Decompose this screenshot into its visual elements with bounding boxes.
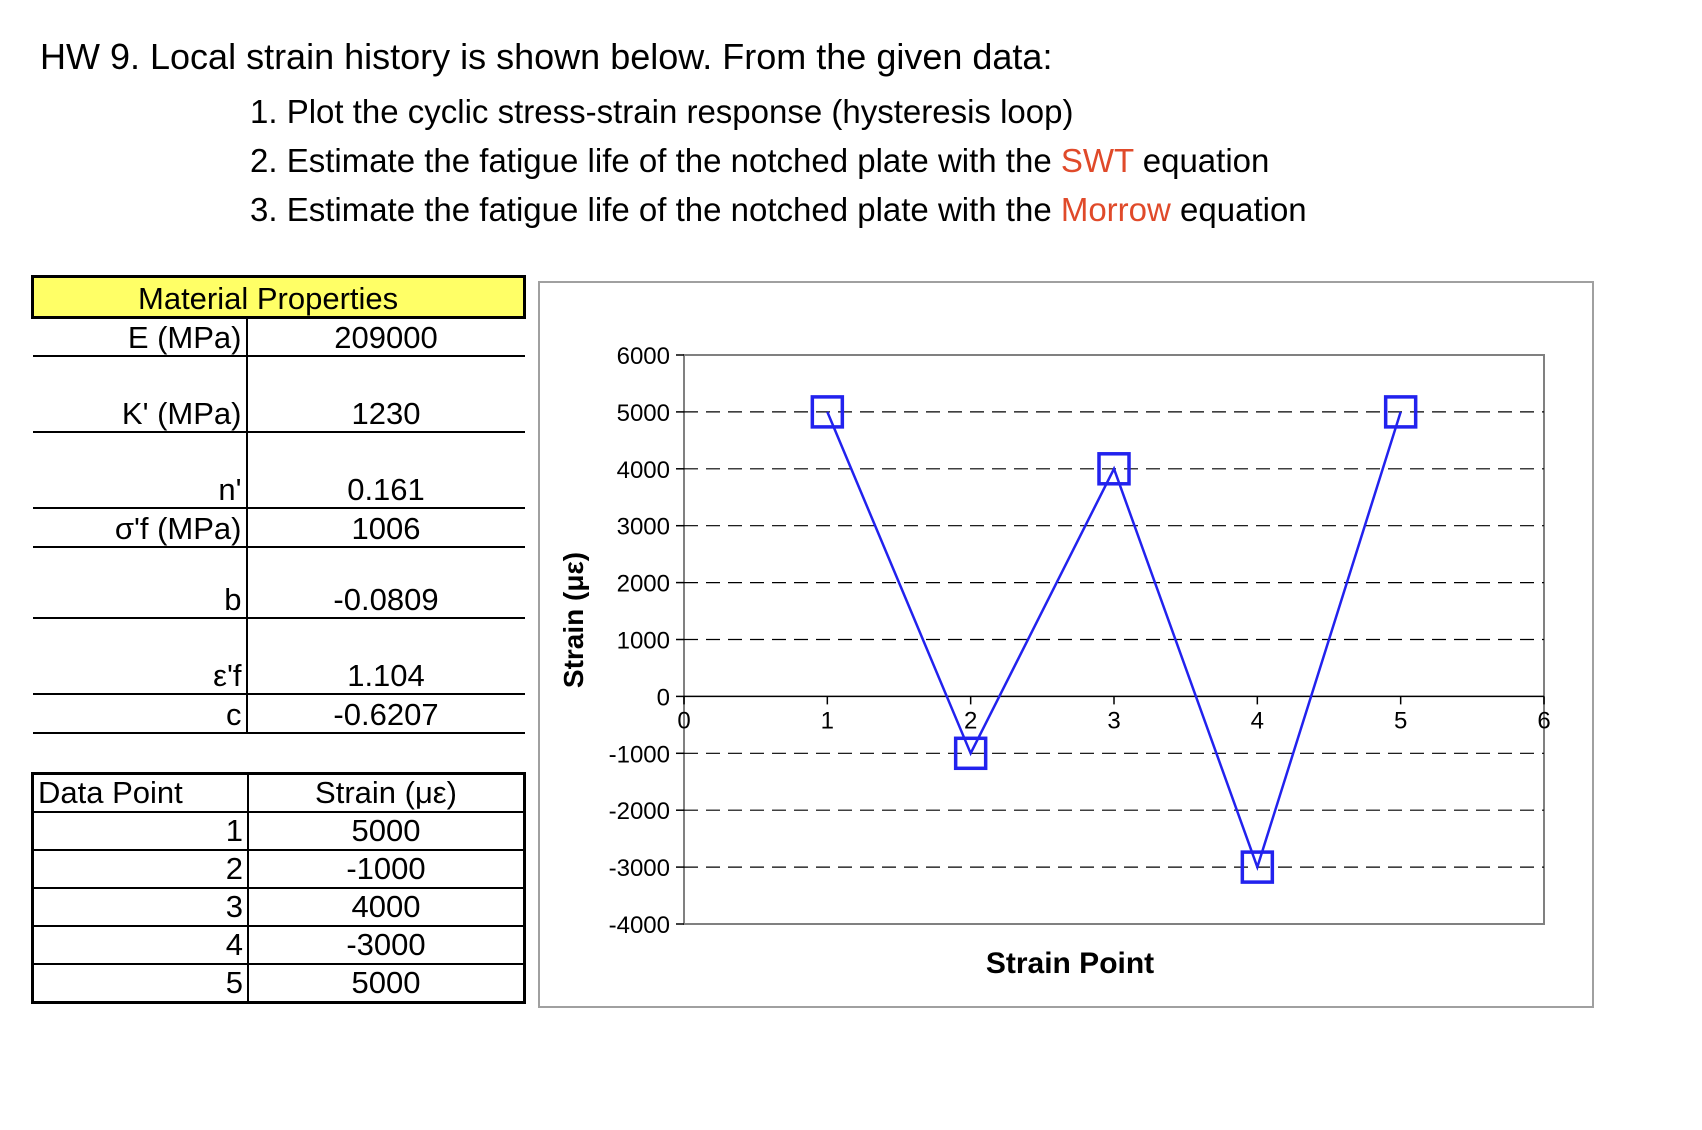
task-3-highlight: Morrow bbox=[1060, 191, 1171, 228]
series-line bbox=[826, 411, 1402, 872]
col-header-strain: Strain (με) bbox=[247, 772, 526, 813]
strain-series bbox=[810, 395, 1418, 884]
data-point-cell: 4 bbox=[31, 925, 249, 965]
task-2-text: 2. Estimate the fatigue life of the notc… bbox=[250, 142, 1061, 179]
y-tick-label: 2000 bbox=[617, 571, 670, 598]
prop-label-sigma-f: σ'f (MPa) bbox=[32, 507, 248, 548]
data-point-marker bbox=[953, 736, 988, 771]
data-point-cell: 1 bbox=[31, 811, 249, 851]
y-tick-label: 6000 bbox=[617, 343, 670, 370]
task-2-suffix: equation bbox=[1133, 142, 1270, 179]
x-tick-label: 4 bbox=[1251, 707, 1264, 734]
task-3: 3. Estimate the fatigue life of the notc… bbox=[250, 191, 1307, 229]
x-axis-label: Strain Point bbox=[986, 947, 1154, 980]
col-header-data-point: Data Point bbox=[31, 772, 249, 813]
x-tick-label: 1 bbox=[821, 707, 834, 734]
data-point-marker bbox=[1383, 395, 1418, 429]
data-point-cell: 3 bbox=[31, 887, 249, 927]
prop-label-k: K' (MPa) bbox=[32, 355, 248, 433]
strain-cell: 5000 bbox=[247, 963, 526, 1004]
grid-lines bbox=[676, 354, 1545, 925]
task-3-suffix: equation bbox=[1170, 191, 1307, 228]
prop-value-b: -0.0809 bbox=[246, 546, 525, 619]
prop-value-k: 1230 bbox=[246, 355, 525, 433]
strain-cell: -3000 bbox=[247, 925, 526, 965]
y-tick-label: 3000 bbox=[617, 514, 670, 541]
prop-label-b: b bbox=[32, 546, 248, 619]
x-tick-label: 0 bbox=[677, 707, 690, 734]
data-point-cell: 2 bbox=[31, 849, 249, 889]
homework-title: HW 9. Local strain history is shown belo… bbox=[40, 36, 1053, 77]
prop-label-n: n' bbox=[32, 431, 248, 509]
strain-cell: 5000 bbox=[247, 811, 526, 851]
prop-value-sigma-f: 1006 bbox=[246, 507, 525, 548]
y-tick-label: 1000 bbox=[617, 628, 670, 655]
data-point-cell: 5 bbox=[31, 963, 249, 1004]
prop-label-c: c bbox=[32, 693, 248, 734]
y-tick-label: -3000 bbox=[609, 855, 670, 882]
prop-value-e: 209000 bbox=[246, 317, 525, 357]
strain-history-chart: 6000 5000 4000 3000 2000 1000 0 -1000 -2000 -3000… bbox=[538, 281, 1594, 1008]
x-tick-label: 5 bbox=[1394, 707, 1407, 734]
y-axis-label: Strain (με) bbox=[558, 552, 589, 688]
prop-label-e: E (MPa) bbox=[32, 317, 248, 357]
x-tick-labels: 0 1 2 3 4 5 6 bbox=[677, 707, 1550, 734]
x-tick-label: 2 bbox=[964, 707, 977, 734]
y-tick-label: -4000 bbox=[609, 912, 670, 939]
y-tick-label: 0 bbox=[657, 684, 670, 711]
prop-value-eps-f: 1.104 bbox=[246, 617, 525, 695]
y-tick-label: -2000 bbox=[609, 798, 670, 825]
task-2: 2. Estimate the fatigue life of the notc… bbox=[250, 142, 1269, 180]
strain-cell: 4000 bbox=[247, 887, 526, 927]
data-point-marker bbox=[1097, 452, 1131, 486]
y-tick-label: 4000 bbox=[617, 457, 670, 484]
data-point-marker bbox=[1240, 850, 1275, 884]
prop-value-n: 0.161 bbox=[246, 431, 525, 509]
task-3-text: 3. Estimate the fatigue life of the notc… bbox=[250, 191, 1061, 228]
data-point-marker bbox=[810, 395, 845, 429]
strain-data-table: Data Point Strain (με) 1 5000 2 -1000 3 4000… bbox=[31, 772, 526, 1004]
x-tick-label: 3 bbox=[1107, 707, 1120, 734]
task-1: 1. Plot the cyclic stress-strain respons… bbox=[250, 93, 1074, 130]
y-tick-labels: 6000 5000 4000 3000 2000 1000 0 -1000 -2000 -3000… bbox=[609, 343, 670, 939]
prop-value-c: -0.6207 bbox=[246, 693, 525, 734]
y-tick-label: -1000 bbox=[609, 741, 670, 768]
x-tick-label: 6 bbox=[1537, 707, 1550, 734]
prop-label-eps-f: ε'f bbox=[32, 617, 248, 695]
strain-cell: -1000 bbox=[247, 849, 526, 889]
task-2-highlight: SWT bbox=[1060, 142, 1134, 179]
material-properties-table: Material Properties E (MPa) 209000 K' (MP… bbox=[31, 275, 526, 734]
material-properties-header: Material Properties bbox=[31, 275, 526, 319]
y-tick-label: 5000 bbox=[617, 400, 670, 427]
